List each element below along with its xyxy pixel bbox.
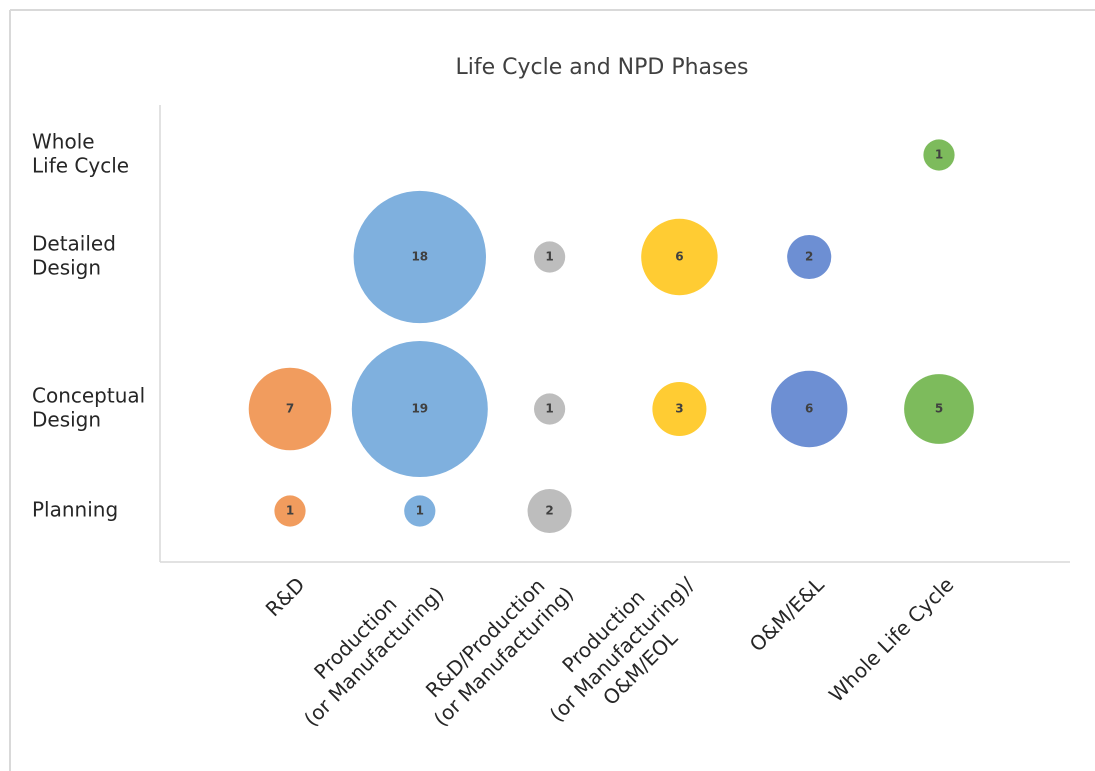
x-tick-label-group: Whole Life Cycle	[824, 572, 958, 706]
data-label: 3	[675, 402, 683, 416]
bubble	[353, 190, 486, 324]
bubble	[904, 374, 974, 444]
bubble	[274, 495, 306, 527]
data-label: 19	[411, 402, 428, 416]
y-tick-label: Conceptual	[32, 384, 145, 408]
bubble	[923, 139, 955, 171]
bubble	[652, 381, 707, 437]
bubble	[351, 341, 488, 477]
y-tick-label: Design	[32, 256, 101, 280]
y-tick-label: Whole	[32, 130, 95, 154]
data-label: 2	[805, 250, 813, 264]
bubble	[787, 234, 832, 280]
data-label: 1	[935, 148, 943, 162]
y-tick-label: Planning	[32, 498, 118, 522]
data-label: 1	[545, 250, 553, 264]
x-tick-label-group: R&D	[261, 572, 310, 621]
bubble	[404, 495, 436, 527]
data-label: 18	[411, 250, 428, 264]
chart-title: Life Cycle and NPD Phases	[456, 55, 749, 80]
x-tick-label: O&M/E&L	[745, 572, 830, 657]
data-label: 6	[675, 250, 683, 264]
data-label: 1	[286, 504, 294, 518]
bubble	[641, 218, 718, 296]
y-tick-label: Detailed	[32, 232, 116, 256]
data-label: 1	[545, 402, 553, 416]
data-label: 1	[416, 504, 424, 518]
data-label: 7	[286, 402, 294, 416]
x-tick-label-group: Production(or Manufacturing)/O&M/EOL	[545, 572, 699, 726]
y-tick-label: Life Cycle	[32, 154, 129, 178]
x-tick-label: R&D	[261, 572, 310, 621]
x-tick-label: Whole Life Cycle	[824, 572, 958, 706]
x-tick-label-group: O&M/E&L	[745, 572, 830, 657]
bubble	[533, 393, 566, 425]
data-label: 2	[545, 504, 553, 518]
bubble	[527, 488, 572, 534]
y-tick-label: Design	[32, 408, 101, 432]
data-label: 5	[935, 402, 943, 416]
data-label: 6	[805, 402, 813, 416]
bubble	[248, 367, 332, 451]
bubble	[770, 370, 848, 448]
bubble	[533, 241, 566, 273]
